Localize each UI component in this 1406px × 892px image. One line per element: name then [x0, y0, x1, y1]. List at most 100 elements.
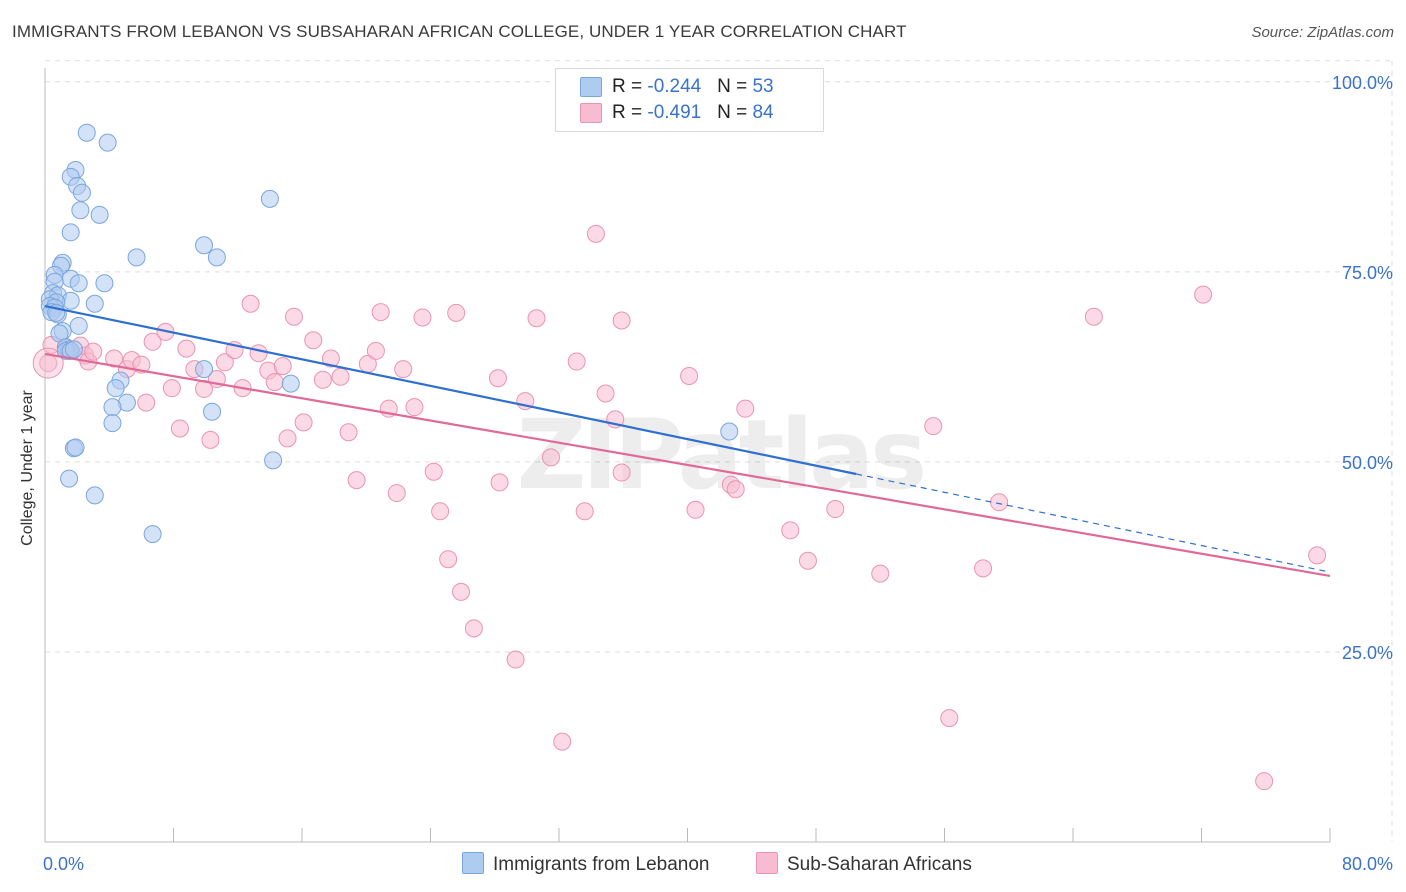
point-lebanon: [60, 469, 79, 488]
point-sub-saharan: [215, 353, 234, 372]
point-sub-saharan: [347, 471, 366, 490]
point-lebanon: [66, 438, 85, 457]
point-lebanon: [103, 398, 122, 417]
point-lebanon: [195, 360, 214, 379]
point-lebanon: [195, 236, 214, 255]
point-sub-saharan: [304, 331, 323, 350]
bottom-legend-swatch-blue: [462, 852, 484, 874]
point-sub-saharan: [143, 332, 162, 351]
point-sub-saharan: [177, 339, 196, 358]
point-lebanon: [85, 294, 104, 313]
point-sub-saharan: [940, 709, 959, 728]
point-lebanon: [127, 248, 146, 267]
point-lebanon: [72, 183, 91, 202]
point-lebanon: [103, 414, 122, 433]
point-sub-saharan: [273, 357, 292, 376]
point-sub-saharan: [331, 367, 350, 386]
point-lebanon: [95, 274, 114, 293]
series-immigrants-from-lebanon: [40, 123, 739, 544]
point-lebanon: [207, 248, 226, 267]
point-sub-saharan: [612, 311, 631, 330]
legend-n-label: N =: [717, 102, 753, 123]
point-lebanon: [98, 133, 117, 152]
point-sub-saharan: [394, 360, 413, 379]
point-sub-saharan: [439, 550, 458, 569]
point-lebanon: [61, 223, 80, 242]
point-sub-saharan: [265, 373, 284, 392]
source-label: Source: ZipAtlas.com: [1251, 24, 1394, 41]
x-tick-label-max: 80.0%: [1342, 854, 1393, 874]
legend-swatch-blue: [580, 77, 602, 97]
chart-title: IMMIGRANTS FROM LEBANON VS SUBSAHARAN AF…: [12, 22, 907, 41]
point-sub-saharan: [686, 500, 705, 519]
point-sub-saharan: [736, 399, 755, 418]
point-sub-saharan: [488, 369, 507, 388]
point-sub-saharan: [278, 429, 297, 448]
tick-labels: 25.0% 50.0% 75.0% 100.0% 0.0% 80.0%: [43, 73, 1393, 874]
point-lebanon: [106, 379, 125, 398]
point-sub-saharan: [284, 307, 303, 326]
point-sub-saharan: [680, 366, 699, 385]
point-sub-saharan: [241, 294, 260, 313]
point-sub-saharan: [871, 564, 890, 583]
point-sub-saharan: [313, 370, 332, 389]
point-lebanon: [69, 274, 88, 293]
y-tick-label: 100.0%: [1332, 73, 1393, 93]
point-lebanon: [281, 374, 300, 393]
point-lebanon: [90, 205, 109, 224]
bottom-legend-label: Immigrants from Lebanon: [493, 854, 710, 875]
point-sub-saharan: [366, 341, 385, 360]
point-sub-saharan: [586, 224, 605, 243]
point-sub-saharan: [781, 521, 800, 540]
point-sub-saharan: [405, 398, 424, 417]
point-sub-saharan: [490, 473, 509, 492]
y-tick-label: 50.0%: [1342, 453, 1393, 473]
trend-line-lebanon: [44, 304, 857, 476]
x-tick-label-min: 0.0%: [43, 854, 84, 874]
point-sub-saharan: [371, 303, 390, 322]
point-sub-saharan: [464, 619, 483, 638]
point-sub-saharan: [201, 430, 220, 449]
trend-lines: [44, 304, 1331, 578]
point-sub-saharan: [137, 393, 156, 412]
point-sub-saharan: [924, 417, 943, 436]
point-sub-saharan: [294, 413, 313, 432]
point-lebanon: [77, 123, 96, 142]
point-sub-saharan: [798, 551, 817, 570]
point-lebanon: [720, 422, 739, 441]
legend-r-label: R =: [612, 76, 648, 97]
point-sub-saharan: [990, 493, 1009, 512]
point-sub-saharan: [612, 463, 631, 482]
point-sub-saharan: [424, 462, 443, 481]
point-sub-saharan: [447, 303, 466, 322]
bottom-legend-subsaharan: Sub-Saharan Africans: [756, 852, 972, 876]
bottom-legend-swatch-pink: [756, 852, 778, 874]
legend-r-value: -0.491: [647, 102, 702, 123]
point-sub-saharan: [506, 650, 525, 669]
axes: [44, 68, 1331, 843]
point-sub-saharan: [974, 559, 993, 578]
point-sub-saharan: [413, 308, 432, 327]
point-sub-saharan: [1084, 307, 1103, 326]
point-sub-saharan: [84, 342, 103, 361]
legend-n-value: 53: [752, 76, 774, 97]
point-sub-saharan: [170, 419, 189, 438]
legend-swatch-pink: [580, 103, 602, 123]
point-lebanon: [264, 451, 283, 470]
bottom-legend-label: Sub-Saharan Africans: [787, 854, 972, 875]
point-sub-saharan: [1308, 546, 1327, 565]
point-sub-saharan: [541, 448, 560, 467]
point-sub-saharan: [339, 423, 358, 442]
point-sub-saharan: [575, 502, 594, 521]
point-sub-saharan: [452, 582, 471, 601]
point-sub-saharan: [321, 349, 340, 368]
point-lebanon: [143, 525, 162, 544]
point-sub-saharan: [567, 352, 586, 371]
point-sub-saharan: [596, 384, 615, 403]
point-lebanon: [64, 340, 83, 359]
point-sub-saharan: [527, 309, 546, 328]
point-lebanon: [71, 201, 90, 220]
legend-n-label: N =: [717, 76, 753, 97]
y-tick-label: 75.0%: [1342, 263, 1393, 283]
point-sub-saharan: [387, 484, 406, 503]
